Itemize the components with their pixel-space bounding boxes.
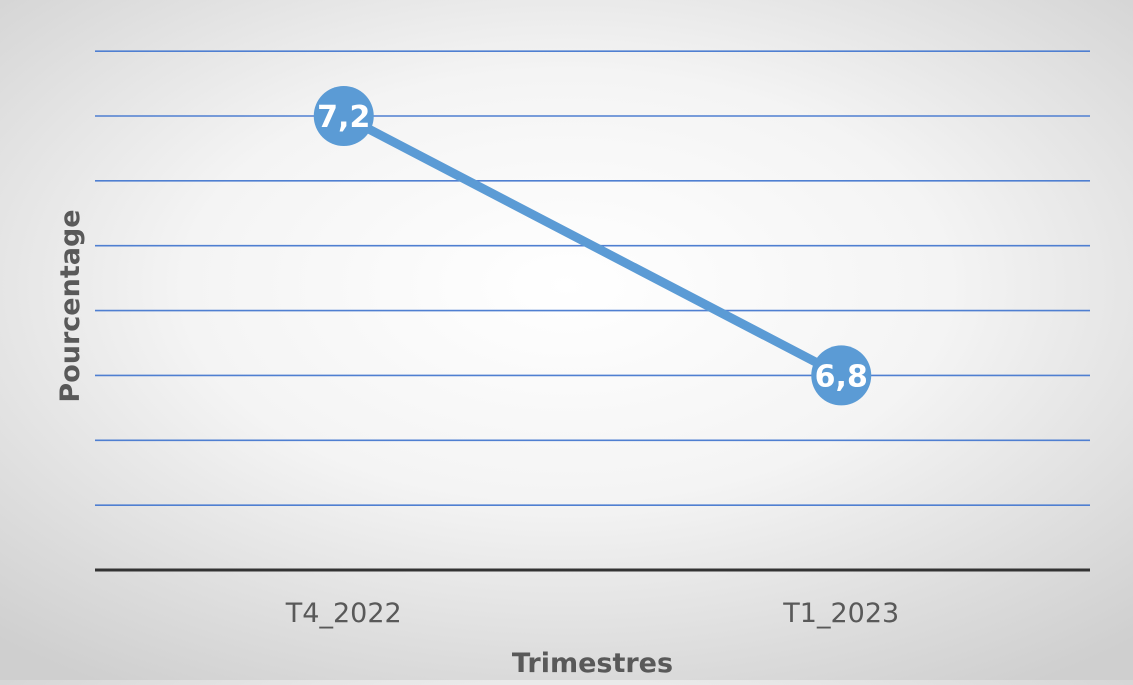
data-point-marker [811,345,872,406]
data-markers: 7,2 6,8 [313,86,872,406]
x-axis-title: Trimestres [512,648,673,679]
x-tick-labels: T4_2022 T1_2023 [285,598,899,629]
data-label: 7,2 [317,100,370,135]
data-point-marker [313,86,374,146]
x-tick-label: T4_2022 [285,598,402,629]
series-line-layer [339,111,846,380]
y-axis-title: Pourcentage [55,209,86,402]
x-tick-label: T1_2023 [782,598,899,629]
data-label: 6,8 [815,359,868,394]
series-line [339,111,846,380]
gridlines [95,50,1090,506]
